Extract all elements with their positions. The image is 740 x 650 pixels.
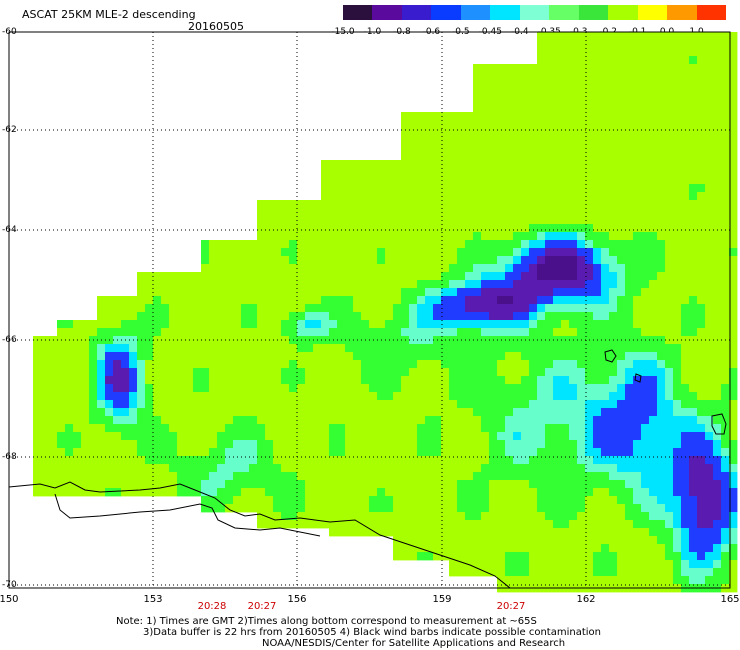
lat-label: -60 — [2, 27, 17, 37]
colorbar-swatch — [549, 5, 580, 20]
colorbar-swatch — [490, 5, 521, 20]
map-date: 20160505 — [188, 20, 244, 33]
lat-label: -68 — [2, 452, 17, 462]
lon-label: 156 — [287, 594, 307, 605]
colorbar-swatch — [667, 5, 698, 20]
lat-label: -70 — [2, 580, 17, 590]
colorbar-swatch — [696, 5, 727, 20]
lon-label: 153 — [143, 594, 163, 605]
lat-label: -64 — [2, 225, 17, 235]
colorbar-swatch — [637, 5, 668, 20]
footer-note-3: NOAA/NESDIS/Center for Satellite Applica… — [262, 638, 566, 649]
time-label: 20:27 — [496, 601, 526, 612]
lon-label: 150 — [0, 594, 19, 605]
lat-label: -62 — [2, 125, 17, 135]
colorbar-swatch — [343, 5, 373, 20]
time-label: 20:27 — [247, 601, 277, 612]
colorbar-swatch — [460, 5, 491, 20]
lon-label: 159 — [432, 594, 452, 605]
footer-note-1: Note: 1) Times are GMT 2)Times along bot… — [116, 616, 537, 627]
colorbar-swatch — [608, 5, 639, 20]
colorbar-swatch — [519, 5, 550, 20]
footer-note-2: 3)Data buffer is 22 hrs from 20160505 4)… — [143, 627, 601, 638]
colorbar-swatch — [372, 5, 403, 20]
colorbar-swatch — [578, 5, 609, 20]
time-label: 20:28 — [197, 601, 227, 612]
lon-label: 165 — [720, 594, 740, 605]
colorbar-swatch — [401, 5, 432, 20]
colorbar — [343, 5, 727, 20]
lon-label: 162 — [576, 594, 596, 605]
map-title: ASCAT 25KM MLE-2 descending — [22, 8, 196, 21]
colorbar-swatch — [431, 5, 462, 20]
lat-label: -66 — [2, 335, 17, 345]
